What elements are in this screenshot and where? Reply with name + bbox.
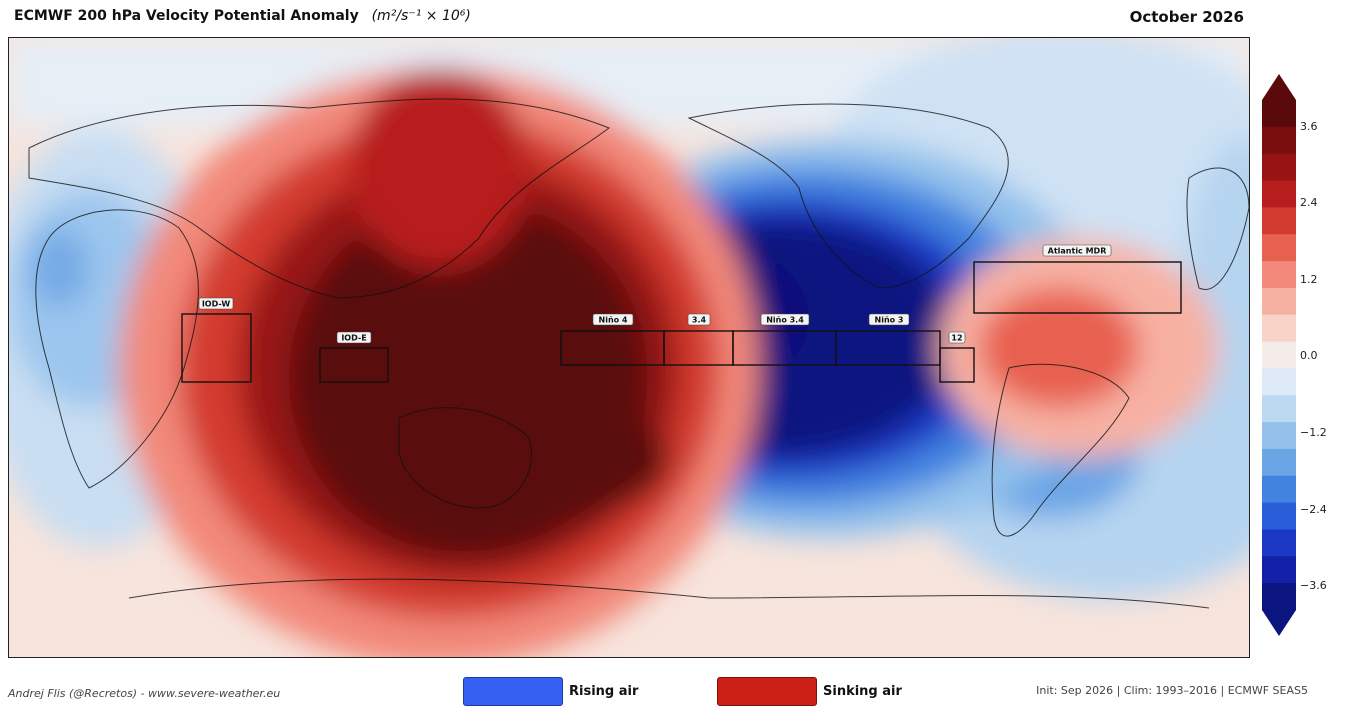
colorbar-tick: 1.2 <box>1300 273 1318 286</box>
region-label-nino4: Niño 4 <box>599 316 628 325</box>
colorbar-tick: 2.4 <box>1300 196 1318 209</box>
region-label-iod-e: IOD-E <box>341 334 366 343</box>
colorbar-band <box>1262 556 1296 584</box>
title-text: ECMWF 200 hPa Velocity Potential Anomaly <box>14 8 359 24</box>
colorbar-band <box>1262 314 1296 343</box>
region-label-nino34: Niño 3.4 <box>766 316 804 325</box>
colorbar <box>1262 74 1296 636</box>
colorbar-band <box>1262 341 1296 369</box>
colorbar-band <box>1262 234 1296 262</box>
rising-air-label: Rising air <box>569 684 639 699</box>
colorbar-tick: 3.6 <box>1300 120 1318 133</box>
forecast-date: October 2026 <box>1129 8 1244 26</box>
colorbar-band <box>1262 287 1296 316</box>
colorbar-band <box>1262 368 1296 396</box>
coastlines <box>28 98 1249 609</box>
region-box-atlantic-mdr <box>973 261 1182 314</box>
map-canvas: IOD-W IOD-E Niño 4 3.4 Niño 3.4 Niño 3 1… <box>9 38 1249 657</box>
colorbar-tick: 0.0 <box>1300 349 1318 362</box>
region-label-nino3: Niño 3 <box>875 316 904 325</box>
colorbar-band <box>1262 180 1296 208</box>
colorbar-band <box>1262 126 1296 155</box>
region-box-iod-w <box>181 313 252 383</box>
author-credit: Andrej Flis (@Recretos) - www.severe-wea… <box>8 687 281 700</box>
colorbar-band <box>1262 207 1296 235</box>
colorbar-band <box>1262 395 1296 423</box>
sinking-air-swatch <box>717 677 817 706</box>
colorbar-tick: −3.6 <box>1300 579 1327 592</box>
velocity-potential-map: IOD-W IOD-E Niño 4 3.4 Niño 3.4 Niño 3 1… <box>8 37 1250 658</box>
init-clim-info: Init: Sep 2026 | Clim: 1993–2016 | ECMWF… <box>1036 684 1308 697</box>
colorbar-band <box>1262 583 1296 611</box>
colorbar-band <box>1262 502 1296 530</box>
colorbar-bottom-arrow <box>1262 610 1296 636</box>
colorbar-tick: −1.2 <box>1300 426 1327 439</box>
colorbar-band <box>1262 475 1296 504</box>
colorbar-band <box>1262 100 1296 128</box>
index-region-boxes <box>181 261 1182 383</box>
colorbar-band <box>1262 448 1296 477</box>
colorbar-band <box>1262 153 1296 182</box>
region-box-iod-e <box>319 347 389 383</box>
region-box-nino12 <box>939 347 975 383</box>
colorbar-tick: −2.4 <box>1300 503 1327 516</box>
title-units: (m²/s⁻¹ × 10⁶) <box>371 8 471 24</box>
rising-air-swatch <box>463 677 563 706</box>
region-label-34: 3.4 <box>692 316 707 325</box>
colorbar-band <box>1262 422 1296 450</box>
sinking-air-label: Sinking air <box>823 684 902 699</box>
region-label-nino12: 12 <box>951 334 962 343</box>
colorbar-band <box>1262 261 1296 289</box>
colorbar-top-arrow <box>1262 74 1296 100</box>
map-title: ECMWF 200 hPa Velocity Potential Anomaly… <box>14 8 471 24</box>
region-label-atlantic-mdr: Atlantic MDR <box>1048 247 1107 256</box>
region-label-iod-w: IOD-W <box>202 300 231 309</box>
region-labels: IOD-W IOD-E Niño 4 3.4 Niño 3.4 Niño 3 1… <box>198 244 1112 344</box>
colorbar-band <box>1262 529 1296 557</box>
